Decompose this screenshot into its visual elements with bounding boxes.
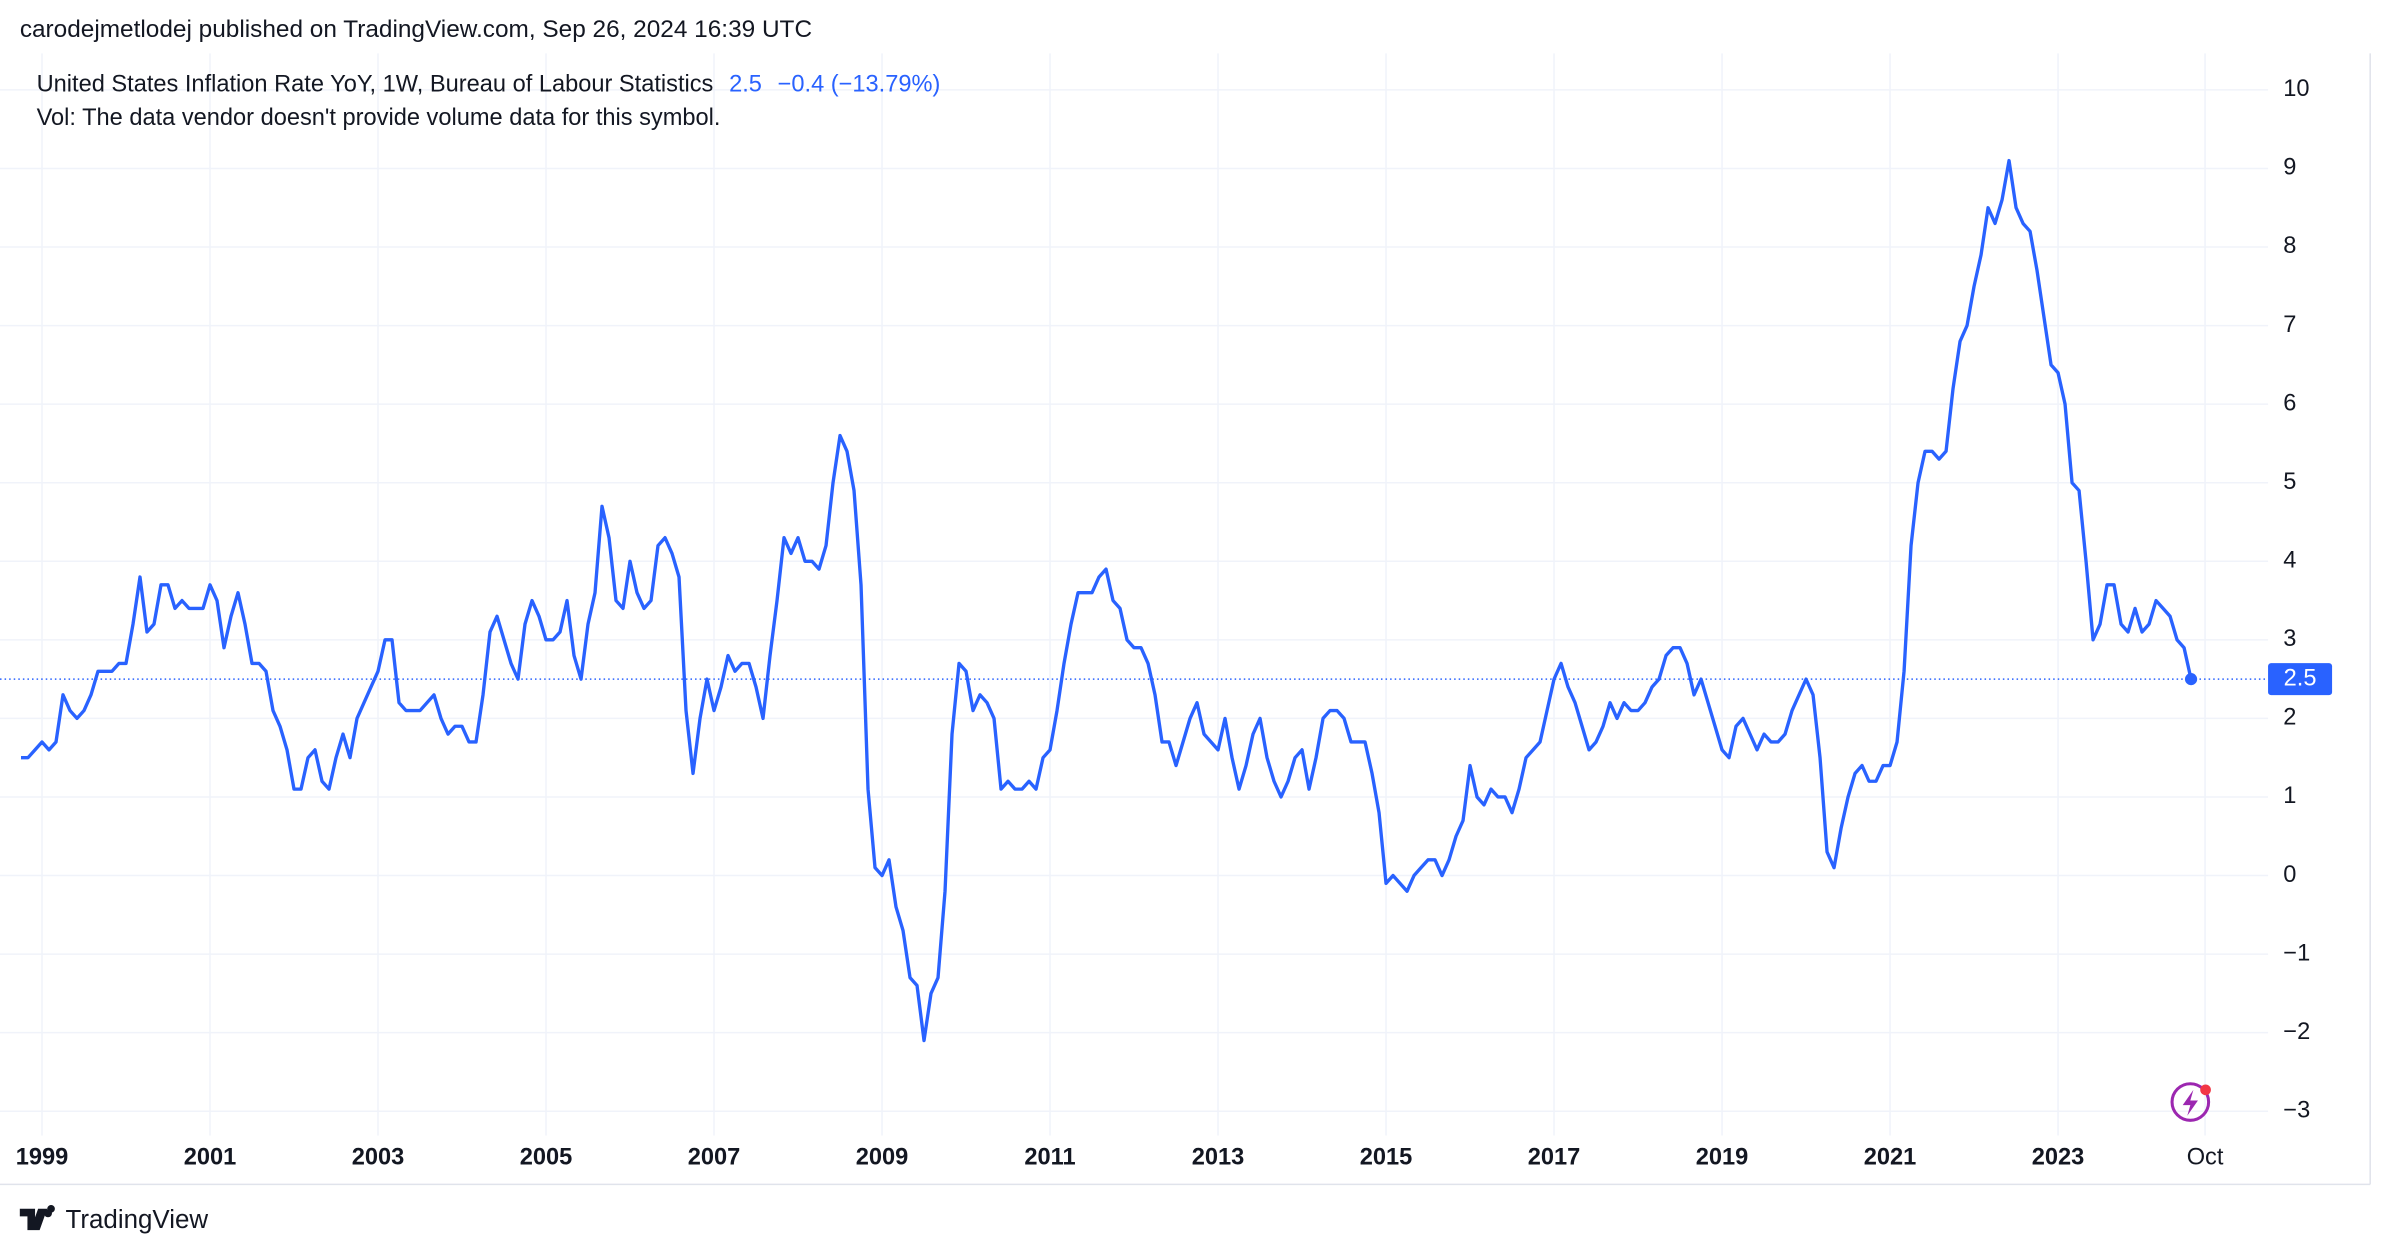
x-tick-label: 2013 <box>1192 1145 1245 1171</box>
y-tick-label: −3 <box>2283 1097 2310 1123</box>
volume-note: Vol: The data vendor doesn't provide vol… <box>37 105 721 131</box>
y-tick-label: 2 <box>2283 705 2296 731</box>
x-tick-label: 2019 <box>1696 1145 1749 1171</box>
y-tick-label: 7 <box>2283 312 2296 338</box>
x-tick-label: 2005 <box>520 1145 573 1171</box>
x-tick-label: 2021 <box>1864 1145 1917 1171</box>
x-tick-label: 2003 <box>352 1145 405 1171</box>
x-tick-label: 2009 <box>856 1145 909 1171</box>
y-tick-label: 0 <box>2283 862 2296 888</box>
y-tick-label: 4 <box>2283 548 2296 574</box>
x-tick-label: 2023 <box>2032 1145 2085 1171</box>
y-tick-label: −1 <box>2283 940 2310 966</box>
x-tick-label: 2015 <box>1360 1145 1413 1171</box>
y-tick-label: 8 <box>2283 233 2296 259</box>
y-tick-label: 3 <box>2283 626 2296 652</box>
y-tick-label: 1 <box>2283 783 2296 809</box>
y-tick-label: 5 <box>2283 469 2296 495</box>
x-tick-label: 2007 <box>688 1145 741 1171</box>
lightning-icon <box>2170 1082 2211 1122</box>
x-tick-label: 2011 <box>1024 1145 1075 1171</box>
x-tick-label: 2001 <box>184 1145 237 1171</box>
legend-title: United States Inflation Rate YoY, 1W, Bu… <box>37 72 714 98</box>
grid <box>0 53 2269 1136</box>
y-tick-label: 9 <box>2283 155 2296 181</box>
x-tick-label: Oct <box>2187 1145 2224 1171</box>
y-tick-label: −2 <box>2283 1019 2310 1045</box>
legend-value: 2.5 <box>729 72 762 98</box>
y-tick-label: 6 <box>2283 390 2296 416</box>
last-value-badge <box>2268 663 2333 696</box>
legend-change: −0.4 (−13.79%) <box>778 72 941 98</box>
y-tick-label: 10 <box>2283 76 2309 102</box>
tv-logo <box>19 1204 55 1231</box>
last-value-label: 2.5 <box>2284 665 2317 691</box>
line-series <box>21 158 2193 1043</box>
last-point <box>2184 673 2198 686</box>
x-tick-label: 1999 <box>16 1145 69 1171</box>
x-tick-label: 2017 <box>1528 1145 1581 1171</box>
legend: United States Inflation Rate YoY, 1W, Bu… <box>37 72 941 98</box>
publish-info: carodejmetlodej published on TradingView… <box>20 16 812 43</box>
brand: TradingView <box>66 1206 209 1234</box>
